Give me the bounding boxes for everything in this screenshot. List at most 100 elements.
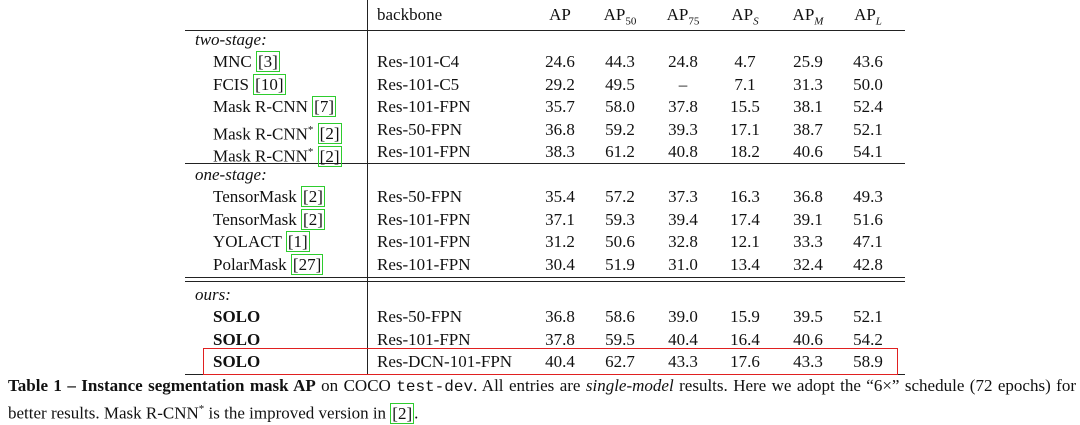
cell-value: 4.7 [734,52,756,72]
method-name: TensorMask [213,187,297,207]
cell-value: 13.4 [730,254,760,274]
cell-value: 15.5 [730,97,760,117]
backbone: Res-101-FPN [377,97,471,117]
cell-value: 49.3 [853,187,883,207]
metric-sub: M [814,15,824,28]
cell-value: 39.3 [668,119,698,139]
caption-run: on COCO [315,376,397,395]
cell-value: 59.3 [605,209,635,229]
cell-value: 16.3 [730,187,760,207]
cell-value: 51.9 [605,254,635,274]
citation: [7] [312,96,336,118]
header-metric: APS [731,5,758,31]
citation: [3] [255,51,280,73]
method-name: FCIS [213,74,249,94]
cell-value: 42.8 [853,254,883,274]
method-name: Mask R-CNN [213,146,308,166]
metric-sub: 75 [688,15,700,28]
rule [185,281,905,282]
caption-run: . [414,403,419,423]
metric-base: AP [549,5,571,24]
cell-value: 49.5 [605,74,635,94]
cell-value: 37.8 [668,97,698,117]
caption-run: results. Here we adopt the “6×” schedule… [8,376,1076,423]
cell-value: 58.6 [605,307,635,327]
cell-value: 50.0 [853,74,883,94]
method-name: YOLACT [213,232,282,252]
citation: [1] [285,231,310,253]
cell-value: 40.6 [793,329,823,349]
backbone: Res-101-C4 [377,52,460,72]
caption-run: test-dev [396,378,474,396]
backbone: Res-50-FPN [377,307,463,327]
method: TensorMask [2] [213,186,325,208]
cell-value: 17.6 [730,352,760,372]
cell-value: 32.4 [793,254,823,274]
cell-value: 35.7 [545,97,575,117]
cell-value: 39.4 [668,209,698,229]
header-backbone: backbone [377,5,443,24]
cell-value: 35.4 [545,187,575,207]
backbone: Res-101-FPN [377,232,471,252]
cell-value: 18.2 [730,142,760,161]
header-metric: AP50 [604,5,637,31]
cell-value: 52.1 [853,307,883,327]
method-name: SOLO [213,307,261,327]
cell-value: 59.5 [605,329,635,349]
cell-value: 31.3 [793,74,823,94]
superscript: * [307,123,314,136]
cell-value: 32.8 [668,232,698,252]
cell-value: 37.8 [545,329,575,349]
cell-value: 24.6 [545,52,575,72]
backbone: Res-101-FPN [377,142,471,161]
cell-value: 15.9 [730,307,760,327]
header-metric: AP [549,5,571,25]
cell-value: 54.2 [853,329,883,349]
method: Mask R-CNN [7] [213,96,336,118]
cell-value: 37.1 [545,209,575,229]
caption-run: * [198,403,205,415]
citation: [2] [301,186,325,208]
method: SOLO [213,307,260,327]
backbone: Res-DCN-101-FPN [377,352,513,372]
cell-value: 29.2 [545,74,575,94]
method-name: Mask R-CNN [213,124,308,144]
cell-value: 43.3 [668,352,698,372]
cell-value: 61.2 [605,142,635,161]
cell-value: 12.1 [730,232,760,252]
cell-value: 33.3 [793,232,823,252]
cell-value: 37.3 [668,187,698,207]
method: TensorMask [2] [213,208,325,230]
cell-value: 51.6 [853,209,883,229]
cell-value: 58.9 [853,352,883,372]
column-rule [367,0,368,375]
superscript: * [307,146,314,158]
method: YOLACT [1] [213,231,310,253]
cell-value: 58.0 [605,97,635,117]
cell-value: 17.4 [730,209,760,229]
metric-sub: L [875,15,882,28]
cell-value: 38.7 [793,119,823,139]
rule [185,163,905,164]
cell-value: 31.0 [668,254,698,274]
rule [185,30,905,31]
cell-value: 62.7 [605,352,635,372]
header-metric: APM [793,5,824,31]
metric-base: AP [603,5,626,24]
cell-value: 40.6 [793,142,823,161]
cell-value: 36.8 [793,187,823,207]
citation: [10] [253,73,286,95]
cell-value: 38.3 [545,142,575,161]
backbone: Res-101-FPN [377,254,471,274]
cell-value: 47.1 [853,232,883,252]
metric-sub: S [753,15,759,28]
cell-value: 38.1 [793,97,823,117]
cell-value: 40.8 [668,142,698,161]
group-label: one-stage: [195,165,267,184]
cell-value: 17.1 [730,119,760,139]
cell-value: 39.0 [668,307,698,327]
caption-run: [2] [390,402,415,424]
cell-value: 52.4 [853,97,883,117]
header-metric: AP75 [667,5,700,31]
